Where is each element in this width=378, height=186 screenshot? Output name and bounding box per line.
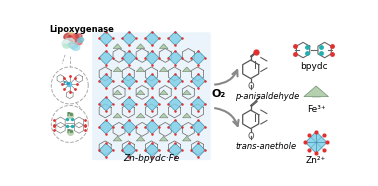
Polygon shape [168,143,182,157]
Polygon shape [160,90,168,95]
Polygon shape [113,67,122,72]
Polygon shape [113,44,122,49]
Polygon shape [136,113,145,118]
Polygon shape [145,74,159,88]
Polygon shape [136,90,145,95]
Polygon shape [145,97,159,111]
Text: Zn-bpydc·Fe: Zn-bpydc·Fe [123,154,180,163]
Text: O: O [247,132,254,141]
FancyBboxPatch shape [92,32,211,160]
Ellipse shape [62,38,74,46]
Polygon shape [136,67,145,72]
Polygon shape [304,86,328,97]
Polygon shape [122,51,136,65]
Ellipse shape [73,38,82,45]
Text: p-anisaldehyde: p-anisaldehyde [235,92,299,101]
Polygon shape [191,74,205,88]
Polygon shape [183,113,191,118]
Ellipse shape [68,34,79,41]
Ellipse shape [72,45,80,50]
Polygon shape [99,120,113,134]
Polygon shape [191,97,205,111]
Ellipse shape [64,33,71,39]
Polygon shape [99,97,113,111]
Polygon shape [160,67,168,72]
Polygon shape [145,51,159,65]
Text: bpydc: bpydc [300,62,328,71]
Ellipse shape [69,32,74,35]
Polygon shape [122,143,136,157]
Polygon shape [191,120,205,134]
Polygon shape [136,44,145,49]
Polygon shape [99,51,113,65]
Ellipse shape [77,38,84,42]
Polygon shape [305,132,327,153]
Polygon shape [168,97,182,111]
Text: Fe³⁺: Fe³⁺ [307,105,325,114]
Polygon shape [191,143,205,157]
Polygon shape [99,74,113,88]
Polygon shape [183,90,191,95]
Text: O: O [247,82,254,91]
Ellipse shape [76,34,82,39]
Polygon shape [168,51,182,65]
Ellipse shape [68,42,77,49]
Polygon shape [183,67,191,72]
Polygon shape [183,136,191,141]
Polygon shape [136,136,145,141]
Ellipse shape [63,44,69,48]
Polygon shape [113,113,122,118]
Polygon shape [160,44,168,49]
Polygon shape [122,32,136,45]
Text: Fe: Fe [62,81,71,86]
Polygon shape [191,51,205,65]
Polygon shape [160,136,168,141]
Polygon shape [145,120,159,134]
Polygon shape [168,74,182,88]
Text: O₂: O₂ [211,89,226,99]
Text: Lipoxygenase: Lipoxygenase [49,25,114,34]
Text: trans-anethole: trans-anethole [235,142,296,151]
Polygon shape [168,120,182,134]
Text: Fe: Fe [66,112,73,117]
Polygon shape [113,90,122,95]
Polygon shape [168,32,182,45]
Polygon shape [99,32,113,45]
Polygon shape [122,120,136,134]
Polygon shape [122,97,136,111]
Polygon shape [99,143,113,157]
Polygon shape [145,143,159,157]
Text: Fe: Fe [66,129,73,134]
Polygon shape [145,32,159,45]
Text: Zn²⁺: Zn²⁺ [306,156,326,165]
Polygon shape [113,136,122,141]
Polygon shape [160,113,168,118]
Polygon shape [122,74,136,88]
